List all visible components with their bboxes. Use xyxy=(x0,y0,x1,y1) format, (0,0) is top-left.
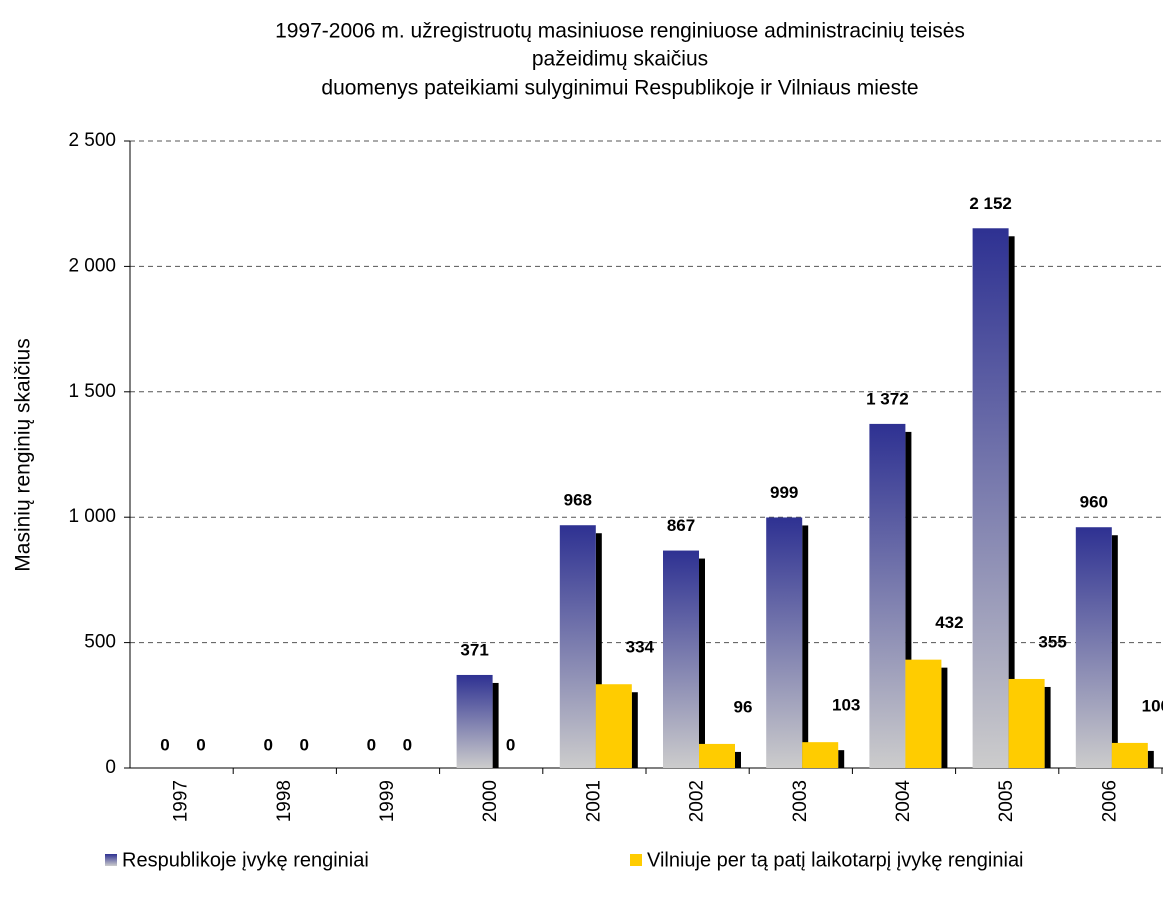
bar xyxy=(972,228,1009,769)
bar-shadow xyxy=(595,533,602,768)
bar-shadow xyxy=(1008,236,1015,769)
x-tick-label: 2004 xyxy=(893,780,914,823)
value-label: 103 xyxy=(832,696,860,715)
x-tick-label: 1999 xyxy=(377,780,398,822)
value-label: 0 xyxy=(506,735,515,754)
y-tick-label: 2 500 xyxy=(68,130,116,151)
x-tick-label: 1998 xyxy=(274,780,295,822)
x-tick-label: 2003 xyxy=(790,780,811,822)
bar xyxy=(699,743,735,768)
value-label: 355 xyxy=(1038,632,1066,651)
y-tick-label: 500 xyxy=(84,632,116,653)
value-label: 1 372 xyxy=(866,389,909,408)
value-label: 0 xyxy=(160,735,169,754)
bar xyxy=(559,525,596,768)
bar xyxy=(802,742,839,768)
bar-shadow xyxy=(492,682,499,768)
x-tick-label: 2006 xyxy=(1099,780,1120,822)
legend-label: Respublikoje įvykę renginiai xyxy=(122,849,369,871)
bar-shadow xyxy=(631,692,638,768)
value-label: 2 152 xyxy=(969,194,1012,213)
bar xyxy=(766,517,803,768)
bar-shadow xyxy=(838,750,845,768)
value-label: 0 xyxy=(263,735,272,754)
x-tick-label: 2005 xyxy=(996,780,1017,822)
bar xyxy=(1111,742,1148,768)
y-tick-label: 1 500 xyxy=(68,381,116,402)
y-axis-label: Masinių renginių skaičius xyxy=(12,338,35,571)
bar-shadow xyxy=(1111,535,1118,768)
value-label: 96 xyxy=(734,697,753,716)
bar xyxy=(1075,527,1112,768)
legend-label: Vilniuje per tą patį laikotarpį įvykę re… xyxy=(647,849,1024,871)
value-label: 432 xyxy=(935,613,963,632)
y-tick-label: 2 000 xyxy=(68,255,116,276)
chart-title: pažeidimų skaičius xyxy=(532,48,708,71)
x-tick-label: 2001 xyxy=(583,780,604,822)
legend-swatch xyxy=(630,854,642,866)
bar xyxy=(869,423,906,768)
value-label: 867 xyxy=(667,516,695,535)
value-label: 334 xyxy=(626,638,655,657)
value-label: 960 xyxy=(1080,493,1108,512)
chart-title: 1997-2006 m. užregistruotų masiniuose re… xyxy=(275,20,965,43)
value-label: 968 xyxy=(564,491,592,510)
bar xyxy=(1008,678,1045,768)
legend-swatch xyxy=(105,854,117,866)
value-label: 371 xyxy=(460,640,488,659)
bar xyxy=(905,659,942,768)
bar-shadow xyxy=(1044,686,1051,768)
x-tick-label: 1997 xyxy=(171,780,192,822)
value-label: 0 xyxy=(299,735,308,754)
bar xyxy=(456,674,493,768)
x-tick-label: 2000 xyxy=(480,780,501,822)
chart-subtitle: duomenys pateikiami sulyginimui Respubli… xyxy=(321,77,918,100)
bar xyxy=(663,550,699,768)
value-label: 0 xyxy=(367,735,376,754)
value-label: 0 xyxy=(403,735,412,754)
bar-shadow xyxy=(735,751,741,768)
bar-shadow xyxy=(1147,750,1154,768)
bar-shadow xyxy=(699,558,705,768)
bar-shadow xyxy=(941,667,948,768)
bar-shadow xyxy=(905,431,912,768)
value-label: 999 xyxy=(770,483,798,502)
x-tick-label: 2002 xyxy=(687,780,708,822)
y-tick-label: 0 xyxy=(105,757,116,778)
bar xyxy=(595,684,632,768)
value-label: 100 xyxy=(1142,696,1163,715)
y-tick-label: 1 000 xyxy=(68,506,116,527)
bar-shadow xyxy=(802,525,809,768)
value-label: 0 xyxy=(196,735,205,754)
